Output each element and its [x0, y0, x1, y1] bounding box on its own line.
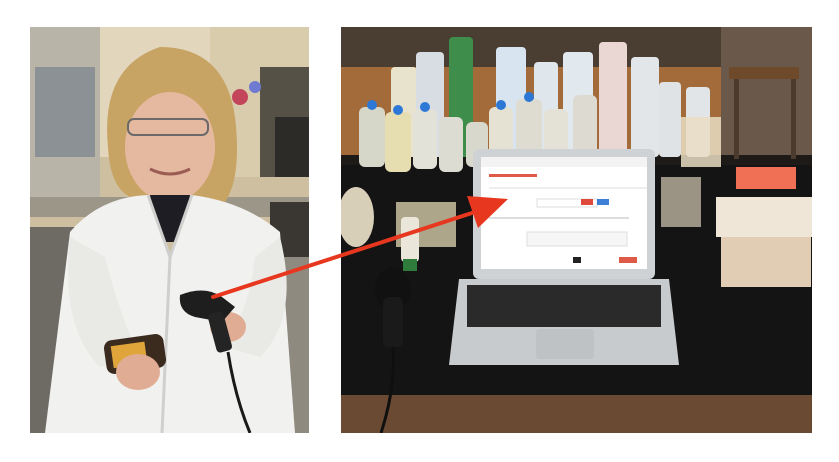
laptop	[449, 149, 679, 365]
left-photo-panel	[30, 27, 309, 433]
lab-bench-photo	[341, 27, 812, 433]
scientist-photo	[30, 27, 309, 433]
right-photo-panel	[341, 27, 812, 433]
laptop-screen	[481, 157, 647, 269]
pipette-tip-boxes	[661, 117, 812, 287]
